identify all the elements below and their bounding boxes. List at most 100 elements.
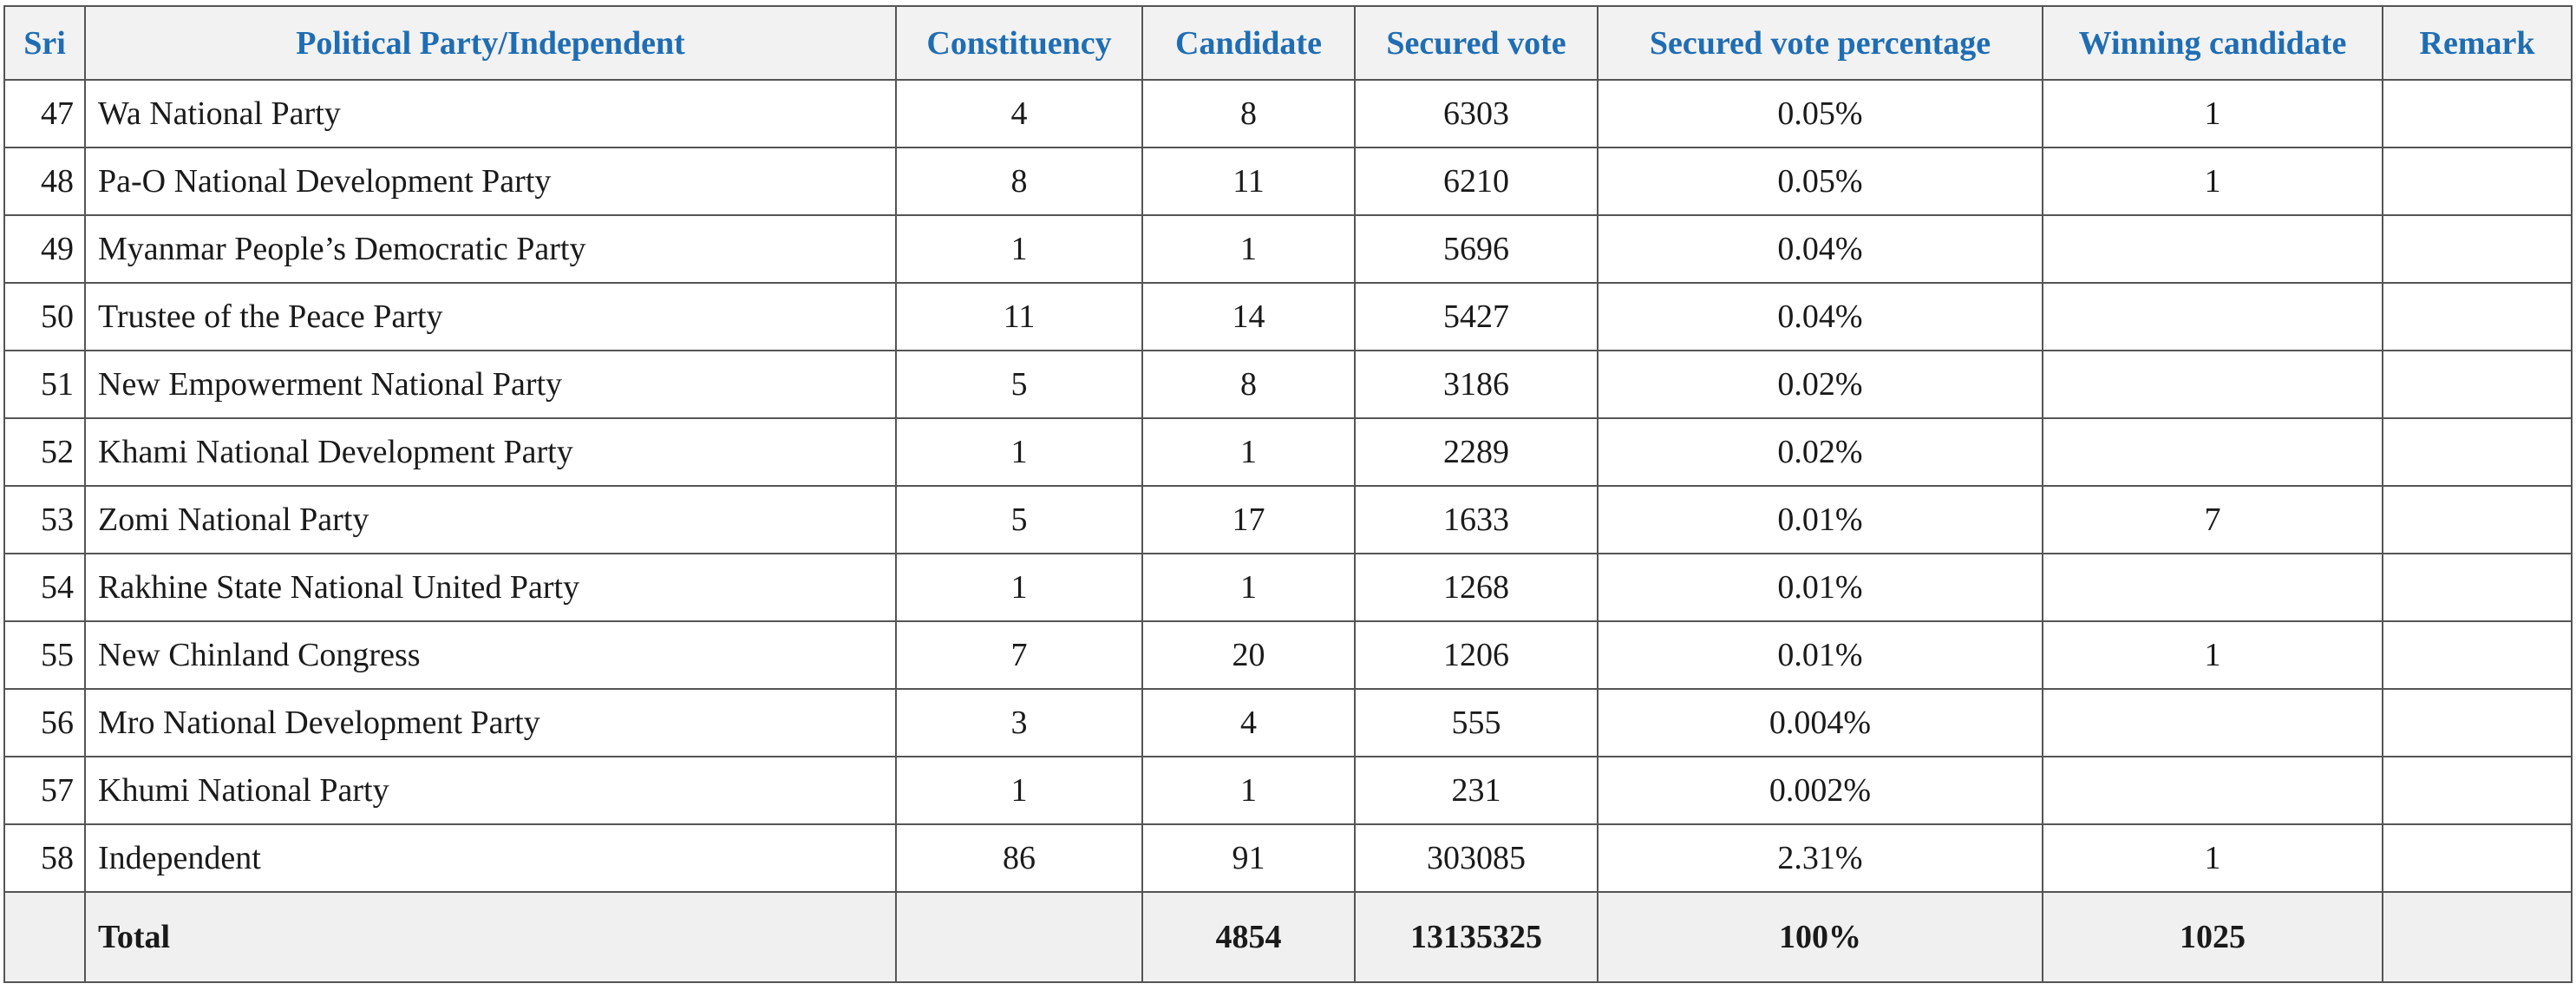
table-cell: 11	[895, 282, 1143, 351]
table-cell: Khami National Development Party	[84, 417, 897, 487]
table-cell: 8	[895, 147, 1143, 216]
table-cell: 50	[3, 282, 86, 351]
table-cell: Mro National Development Party	[84, 688, 897, 757]
table-cell: 1	[2042, 79, 2383, 148]
column-header: Secured vote	[1354, 5, 1599, 81]
table-cell: 4	[1141, 688, 1356, 757]
table-cell: 1	[895, 214, 1143, 284]
table-cell: 3186	[1354, 350, 1599, 419]
table-cell: Pa-O National Development Party	[84, 147, 897, 216]
table-row: 48 Pa-O National Development Party 8 11 6210…	[3, 147, 2573, 216]
table-cell: 11	[1141, 147, 1356, 216]
table-cell: 86	[895, 823, 1143, 893]
table-cell: 1	[2042, 620, 2383, 690]
table-cell: 555	[1354, 688, 1599, 757]
table-cell: 5696	[1354, 214, 1599, 284]
table-cell: 303085	[1354, 823, 1599, 893]
table-cell: 1	[2042, 147, 2383, 216]
table-cell: 8	[1141, 350, 1356, 419]
table-cell	[2382, 688, 2573, 757]
total-cell: Total	[84, 891, 897, 983]
results-table: Sri Political Party/Independent Constituen…	[3, 5, 2573, 983]
table-cell: 0.04%	[1597, 214, 2043, 284]
table-cell	[2382, 214, 2573, 284]
table-cell: 5427	[1354, 282, 1599, 351]
table-cell: Zomi National Party	[84, 485, 897, 554]
table-cell	[2382, 350, 2573, 419]
table-cell: 8	[1141, 79, 1356, 148]
table-cell: 1268	[1354, 553, 1599, 622]
table-row: 50 Trustee of the Peace Party 11 14 5427 0.04…	[3, 282, 2573, 351]
table-row: 56 Mro National Development Party 3 4 555 0.0…	[3, 688, 2573, 757]
table-cell: 0.01%	[1597, 485, 2043, 554]
table-cell: 0.01%	[1597, 620, 2043, 690]
table-cell: 91	[1141, 823, 1356, 893]
table-cell: 20	[1141, 620, 1356, 690]
table-cell: 6210	[1354, 147, 1599, 216]
table-cell: 1	[895, 756, 1143, 825]
table-cell: 17	[1141, 485, 1356, 554]
table-row: 54 Rakhine State National United Party 1 1 1…	[3, 553, 2573, 622]
table-cell: 48	[3, 147, 86, 216]
table-cell: 7	[2042, 485, 2383, 554]
table-cell: 0.04%	[1597, 282, 2043, 351]
table-cell	[2382, 823, 2573, 893]
table-cell: 58	[3, 823, 86, 893]
table-cell: 14	[1141, 282, 1356, 351]
table-cell: 1	[1141, 214, 1356, 284]
column-header: Candidate	[1141, 5, 1356, 81]
table-cell	[2382, 553, 2573, 622]
column-header: Political Party/Independent	[84, 5, 897, 81]
table-cell: 1	[1141, 756, 1356, 825]
total-row: Total 4854 13135325 100% 1025	[3, 891, 2573, 983]
table-cell: 5	[895, 350, 1143, 419]
total-cell	[2382, 891, 2573, 983]
column-header: Constituency	[895, 5, 1143, 81]
table-cell: Khumi National Party	[84, 756, 897, 825]
table-cell	[2042, 350, 2383, 419]
table-cell: Rakhine State National United Party	[84, 553, 897, 622]
table-cell: 52	[3, 417, 86, 487]
table-cell: 1206	[1354, 620, 1599, 690]
table-cell: New Chinland Congress	[84, 620, 897, 690]
table-cell: 3	[895, 688, 1143, 757]
table-row: 53 Zomi National Party 5 17 1633 0.01% 7	[3, 485, 2573, 554]
table-row: 49 Myanmar People’s Democratic Party 1 1 569…	[3, 214, 2573, 284]
table-cell: 1	[1141, 553, 1356, 622]
table-cell: 54	[3, 553, 86, 622]
total-cell	[895, 891, 1143, 983]
table-cell: 5	[895, 485, 1143, 554]
table-row: 52 Khami National Development Party 1 1 2289…	[3, 417, 2573, 487]
table-cell: 53	[3, 485, 86, 554]
header-row: Sri Political Party/Independent Constituen…	[3, 5, 2573, 81]
table-cell	[2042, 417, 2383, 487]
table-body: 47 Wa National Party 4 8 6303 0.05% 1 48 Pa-O Na…	[3, 79, 2573, 983]
table-cell: 2.31%	[1597, 823, 2043, 893]
table-cell: Myanmar People’s Democratic Party	[84, 214, 897, 284]
column-header: Remark	[2382, 5, 2573, 81]
table-cell	[2042, 214, 2383, 284]
total-cell: 13135325	[1354, 891, 1599, 983]
table-cell: Wa National Party	[84, 79, 897, 148]
column-header: Sri	[3, 5, 86, 81]
table-cell: 1	[1141, 417, 1356, 487]
table-cell: 0.01%	[1597, 553, 2043, 622]
table-row: 58 Independent 86 91 303085 2.31% 1	[3, 823, 2573, 893]
table-cell: 6303	[1354, 79, 1599, 148]
table-cell: 0.004%	[1597, 688, 2043, 757]
table-cell: 1633	[1354, 485, 1599, 554]
total-cell	[3, 891, 86, 983]
table-row: 51 New Empowerment National Party 5 8 3186 0.…	[3, 350, 2573, 419]
column-header: Winning candidate	[2042, 5, 2383, 81]
table-cell	[2382, 417, 2573, 487]
table-cell: 0.05%	[1597, 79, 2043, 148]
table-cell: 0.02%	[1597, 350, 2043, 419]
table-cell	[2382, 79, 2573, 148]
total-cell: 1025	[2042, 891, 2383, 983]
table-cell	[2382, 620, 2573, 690]
table-cell: 1	[895, 417, 1143, 487]
table-cell	[2382, 282, 2573, 351]
table-row: 47 Wa National Party 4 8 6303 0.05% 1	[3, 79, 2573, 148]
table-cell: 7	[895, 620, 1143, 690]
column-header: Secured vote percentage	[1597, 5, 2043, 81]
